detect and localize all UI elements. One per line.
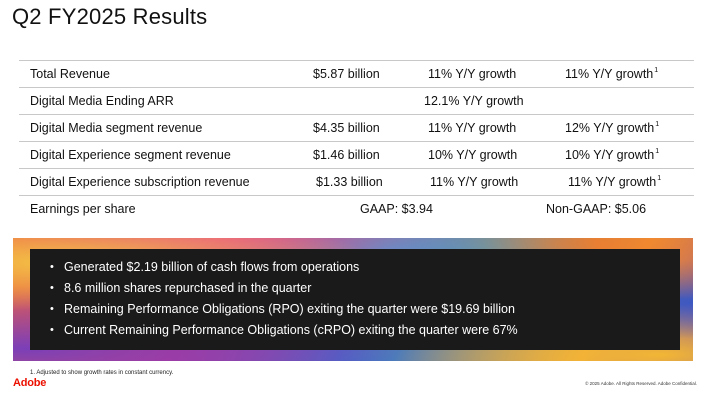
footnote-marker: 1 (655, 121, 660, 128)
row-label: Total Revenue (30, 67, 110, 81)
copyright-notice: © 2025 Adobe. All Rights Reserved. Adobe… (585, 381, 697, 386)
table-row-dx-revenue: Digital Experience segment revenue $1.46… (19, 142, 694, 169)
row-yy-growth: 12.1% Y/Y growth (424, 94, 524, 108)
row-label: Digital Media segment revenue (30, 121, 203, 135)
page-title: Q2 FY2025 Results (12, 4, 208, 29)
row-label: Digital Experience segment revenue (30, 148, 231, 162)
row-yy-growth: 11% Y/Y growth (428, 67, 517, 81)
row-value: $4.35 billion (313, 121, 380, 135)
row-cc-growth: 10% Y/Y growth1 (565, 148, 660, 162)
row-label: Digital Media Ending ARR (30, 94, 174, 108)
table-row-eps: Earnings per share GAAP: $3.94 Non-GAAP:… (19, 196, 694, 222)
row-label: Digital Experience subscription revenue (30, 175, 250, 189)
table-row-total-revenue: Total Revenue $5.87 billion 11% Y/Y grow… (19, 60, 694, 88)
row-value: $1.33 billion (316, 175, 383, 189)
row-label: Earnings per share (30, 202, 136, 216)
row-cc-growth: 11% Y/Y growth1 (568, 175, 662, 189)
adobe-logo: Adobe (13, 377, 47, 389)
row-yy-growth: 11% Y/Y growth (428, 121, 517, 135)
table-row-dx-subscription: Digital Experience subscription revenue … (19, 169, 694, 196)
footnote: 1. Adjusted to show growth rates in cons… (30, 370, 174, 376)
row-yy-growth: 10% Y/Y growth (428, 148, 518, 162)
eps-non-gaap: Non-GAAP: $5.06 (546, 202, 647, 216)
row-cc-growth: 11% Y/Y growth1 (565, 67, 659, 81)
footnote-marker: 1 (654, 67, 659, 74)
row-yy-growth: 11% Y/Y growth (430, 175, 519, 189)
list-item: Current Remaining Performance Obligation… (50, 320, 518, 341)
highlights-panel: Generated $2.19 billion of cash flows fr… (30, 249, 680, 350)
highlights-list: Generated $2.19 billion of cash flows fr… (50, 257, 518, 341)
table-row-dm-arr: Digital Media Ending ARR 12.1% Y/Y growt… (19, 88, 694, 115)
eps-gaap: GAAP: $3.94 (360, 202, 433, 216)
highlights-banner: Generated $2.19 billion of cash flows fr… (13, 238, 693, 361)
footnote-marker: 1 (655, 148, 660, 155)
row-value: $1.46 billion (313, 148, 380, 162)
row-cc-growth: 12% Y/Y growth1 (565, 121, 660, 135)
row-value: $5.87 billion (313, 67, 380, 81)
table-row-dm-revenue: Digital Media segment revenue $4.35 bill… (19, 115, 694, 142)
list-item: Remaining Performance Obligations (RPO) … (50, 299, 518, 320)
list-item: Generated $2.19 billion of cash flows fr… (50, 257, 518, 278)
results-table: Total Revenue $5.87 billion 11% Y/Y grow… (19, 60, 694, 222)
list-item: 8.6 million shares repurchased in the qu… (50, 278, 518, 299)
footnote-marker: 1 (657, 175, 662, 182)
